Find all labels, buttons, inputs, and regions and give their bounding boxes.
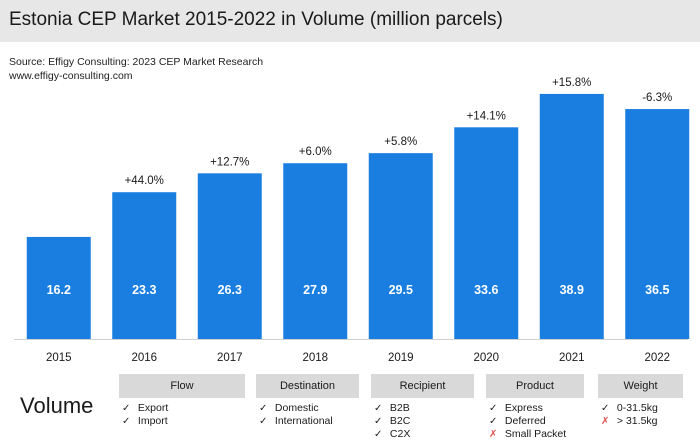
segment-item: ✓ Import — [122, 415, 168, 428]
segment-list-flow: ✓ Export ✓ Import — [122, 402, 168, 428]
bar-2015 — [26, 236, 91, 339]
segment-item-label: B2C — [389, 415, 411, 427]
cross-icon: ✗ — [489, 429, 498, 440]
segment-item-label: International — [274, 415, 333, 427]
segment-item: ✗ > 31.5kg — [601, 415, 658, 428]
x-tick-label-2022: 2022 — [644, 352, 670, 364]
segment-list-product: ✓ Express ✓ Deferred ✗ Small Packet — [489, 402, 566, 441]
check-icon: ✓ — [374, 429, 383, 440]
x-tick-label-2021: 2021 — [559, 352, 585, 364]
check-icon: ✓ — [374, 416, 383, 427]
x-tick-label-2020: 2020 — [473, 352, 499, 364]
chart-title: Estonia CEP Market 2015-2022 in Volume (… — [9, 9, 503, 30]
bar-2019 — [368, 153, 433, 339]
check-icon: ✓ — [122, 403, 131, 414]
segment-header-recipient: Recipient — [371, 374, 474, 398]
segment-header-product: Product — [486, 374, 584, 398]
bar-2020 — [454, 127, 519, 339]
growth-label-2018: +6.0% — [299, 146, 332, 158]
segment-list-recipient: ✓ B2B ✓ B2C ✓ C2X — [374, 402, 410, 441]
segment-item: ✓ Express — [489, 402, 566, 415]
bar-value-label-2020: 33.6 — [474, 283, 498, 297]
bar-2018 — [283, 163, 348, 339]
title-bar: Estonia CEP Market 2015-2022 in Volume (… — [0, 0, 700, 42]
segment-item-label: Import — [137, 415, 168, 427]
bar-2016 — [112, 192, 177, 339]
segment-item-label: Deferred — [504, 415, 546, 427]
x-tick-label-2019: 2019 — [388, 352, 414, 364]
growth-label-2017: +12.7% — [210, 156, 249, 168]
growth-label-2020: +14.1% — [467, 110, 506, 122]
growth-label-2016: +44.0% — [125, 175, 164, 187]
segment-item-label: B2B — [389, 402, 410, 414]
segment-header-flow: Flow — [119, 374, 245, 398]
segment-item-label: Small Packet — [504, 428, 567, 440]
segment-item: ✓ Export — [122, 402, 168, 415]
segment-item-label: 0-31.5kg — [616, 402, 658, 414]
x-tick-label-2015: 2015 — [46, 352, 72, 364]
check-icon: ✓ — [601, 403, 610, 414]
check-icon: ✓ — [489, 416, 498, 427]
check-icon: ✓ — [259, 403, 268, 414]
growth-label-2019: +5.8% — [384, 136, 417, 148]
volume-label: Volume — [20, 393, 94, 418]
bar-value-label-2017: 26.3 — [218, 283, 242, 297]
segment-item-label: Domestic — [274, 402, 319, 414]
check-icon: ✓ — [259, 416, 268, 427]
segment-list-weight: ✓ 0-31.5kg ✗ > 31.5kg — [601, 402, 658, 428]
bar-value-label-2016: 23.3 — [132, 283, 156, 297]
segment-header-weight: Weight — [598, 374, 683, 398]
bar-value-label-2021: 38.9 — [560, 283, 584, 297]
bar-value-label-2022: 36.5 — [645, 283, 669, 297]
bar-2021 — [539, 93, 604, 340]
x-tick-label-2016: 2016 — [131, 352, 157, 364]
segment-item: ✓ 0-31.5kg — [601, 402, 658, 415]
check-icon: ✓ — [489, 403, 498, 414]
segment-item: ✓ B2C — [374, 415, 410, 428]
bar-value-label-2018: 27.9 — [303, 283, 327, 297]
segment-item-label: > 31.5kg — [616, 415, 658, 427]
segment-list-destination: ✓ Domestic ✓ International — [259, 402, 333, 428]
check-icon: ✓ — [374, 403, 383, 414]
bar-value-label-2015: 16.2 — [47, 283, 71, 297]
segment-item: ✓ C2X — [374, 428, 410, 441]
segment-item-label: Express — [504, 402, 543, 414]
segment-item-label: Export — [137, 402, 169, 414]
bar-value-label-2019: 29.5 — [389, 283, 413, 297]
segment-item: ✓ International — [259, 415, 333, 428]
cross-icon: ✗ — [601, 416, 610, 427]
growth-label-2021: +15.8% — [552, 77, 591, 89]
segment-item: ✓ Domestic — [259, 402, 333, 415]
segment-item: ✓ Deferred — [489, 415, 566, 428]
bar-2022 — [625, 109, 690, 339]
growth-label-2022: -6.3% — [642, 92, 672, 104]
segment-item: ✗ Small Packet — [489, 428, 566, 441]
segment-item-label: C2X — [389, 428, 411, 440]
bar-2017 — [197, 173, 262, 339]
source-text: Source: Effigy Consulting: 2023 CEP Mark… — [9, 56, 264, 68]
x-tick-label-2017: 2017 — [217, 352, 243, 364]
bar-chart: 16.2 2015 23.3 +44.0% 2016 26.3 +12.7% 2017 27.9… — [14, 77, 690, 364]
website-text: www.effigy-consulting.com — [9, 70, 133, 82]
segment-header-destination: Destination — [256, 374, 359, 398]
segment-item: ✓ B2B — [374, 402, 410, 415]
check-icon: ✓ — [122, 416, 131, 427]
x-tick-label-2018: 2018 — [302, 352, 328, 364]
